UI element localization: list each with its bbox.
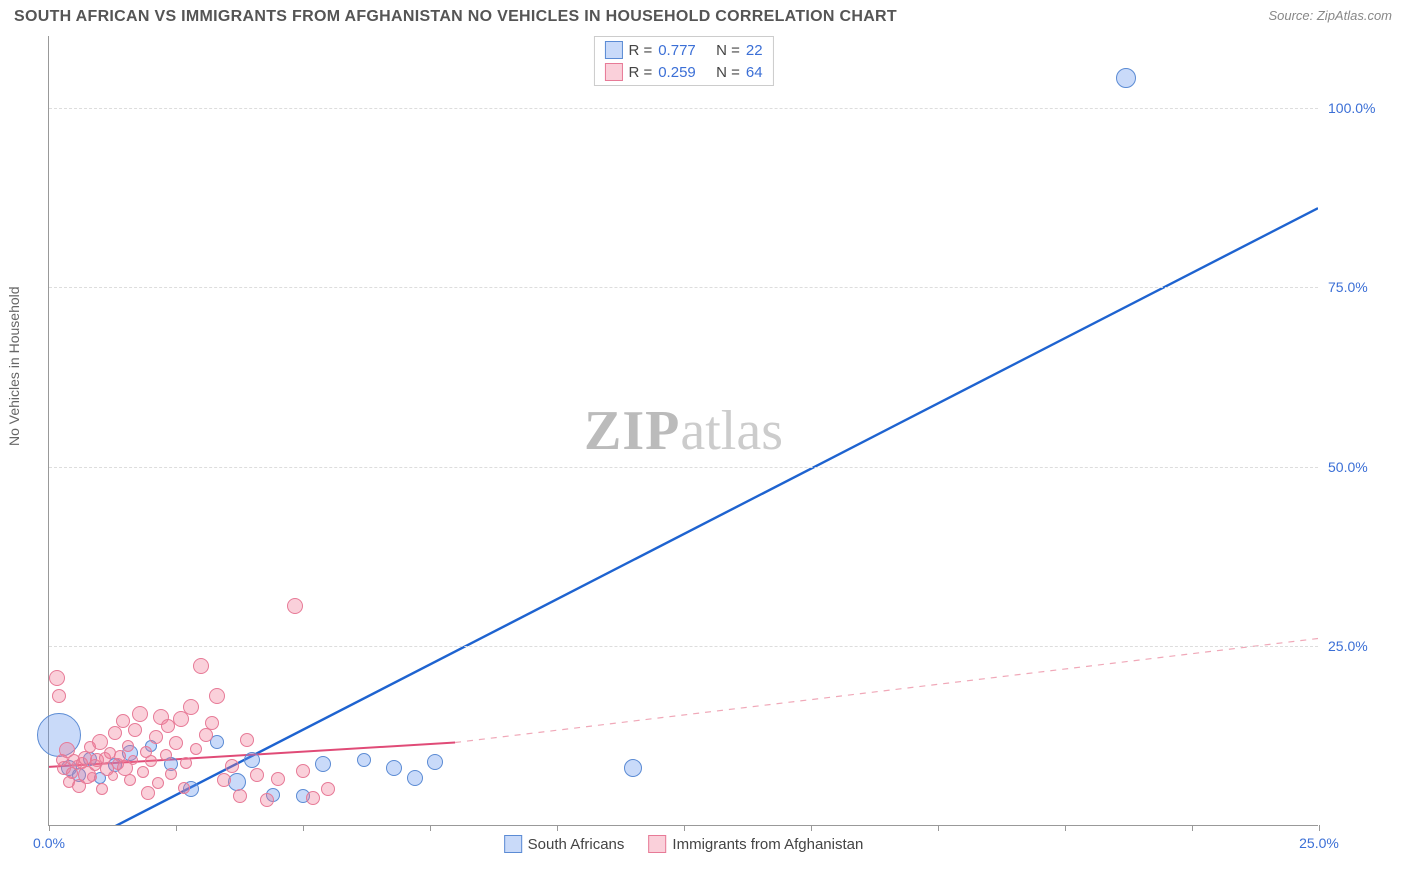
data-point [108,726,122,740]
stats-legend: R = 0.777 N = 22 R = 0.259 N = 64 [593,36,773,86]
x-tick [1192,825,1193,831]
data-point [178,782,190,794]
data-point [427,754,443,770]
data-point [315,756,331,772]
data-point [244,752,260,768]
stats-legend-row-0: R = 0.777 N = 22 [594,39,772,61]
data-point [1116,68,1136,88]
data-point [271,772,285,786]
gridline-h [49,108,1318,109]
x-tick-label: 25.0% [1299,835,1339,851]
data-point [165,768,177,780]
r-label: R = [628,42,652,59]
data-point [108,771,118,781]
data-point [193,658,209,674]
data-point [357,753,371,767]
data-point [96,783,108,795]
x-tick [430,825,431,831]
watermark-zip: ZIP [584,400,680,462]
data-point [624,759,642,777]
data-point [306,791,320,805]
x-tick [1319,825,1320,831]
y-tick-label: 100.0% [1328,100,1388,116]
x-tick [303,825,304,831]
data-point [209,688,225,704]
r-label: R = [628,64,652,81]
x-tick [811,825,812,831]
header: SOUTH AFRICAN VS IMMIGRANTS FROM AFGHANI… [14,8,1392,26]
x-tick [1065,825,1066,831]
data-point [87,772,97,782]
chart-plot-area: ZIPatlas R = 0.777 N = 22 R = 0.259 N = … [48,36,1318,826]
x-tick [176,825,177,831]
data-point [183,699,199,715]
legend-item-0: South Africans [504,835,625,853]
series-legend: South Africans Immigrants from Afghanist… [504,835,864,853]
data-point [145,755,157,767]
legend-label-1: Immigrants from Afghanistan [672,836,863,853]
n-value-0: 22 [746,42,763,59]
x-tick [557,825,558,831]
data-point [169,736,183,750]
n-label: N = [716,42,740,59]
gridline-h [49,467,1318,468]
r-value-0: 0.777 [658,42,696,59]
stats-legend-row-1: R = 0.259 N = 64 [594,61,772,83]
data-point [128,723,142,737]
source-label: Source: ZipAtlas.com [1268,8,1392,23]
y-axis-label: No Vehicles in Household [6,286,22,446]
y-tick-label: 75.0% [1328,279,1388,295]
n-label: N = [716,64,740,81]
data-point [250,768,264,782]
data-point [128,755,138,765]
x-tick [684,825,685,831]
data-point [225,759,239,773]
data-point [52,689,66,703]
n-value-1: 64 [746,64,763,81]
data-point [160,749,172,761]
r-value-1: 0.259 [658,64,696,81]
data-point [132,706,148,722]
data-point [116,714,130,728]
data-point [149,730,163,744]
data-point [240,733,254,747]
data-point [190,743,202,755]
x-tick [938,825,939,831]
swatch-series-1 [604,63,622,81]
data-point [407,770,423,786]
data-point [260,793,274,807]
data-point [137,766,149,778]
watermark: ZIPatlas [584,399,783,463]
data-point [205,716,219,730]
gridline-h [49,646,1318,647]
legend-item-1: Immigrants from Afghanistan [648,835,863,853]
x-tick [49,825,50,831]
swatch-series-1-icon [648,835,666,853]
data-point [321,782,335,796]
data-point [296,764,310,778]
data-point [287,598,303,614]
data-point [152,777,164,789]
legend-label-0: South Africans [528,836,625,853]
gridline-h [49,287,1318,288]
data-point [180,757,192,769]
swatch-series-0 [604,41,622,59]
chart-title: SOUTH AFRICAN VS IMMIGRANTS FROM AFGHANI… [14,8,897,26]
data-point [217,773,231,787]
y-tick-label: 25.0% [1328,638,1388,654]
data-point [233,789,247,803]
data-point [124,774,136,786]
x-tick-label: 0.0% [33,835,65,851]
watermark-atlas: atlas [680,400,783,462]
data-point [386,760,402,776]
y-tick-label: 50.0% [1328,459,1388,475]
data-point [141,786,155,800]
trend-lines [49,36,1318,825]
data-point [49,670,65,686]
data-point [122,740,134,752]
swatch-series-0-icon [504,835,522,853]
